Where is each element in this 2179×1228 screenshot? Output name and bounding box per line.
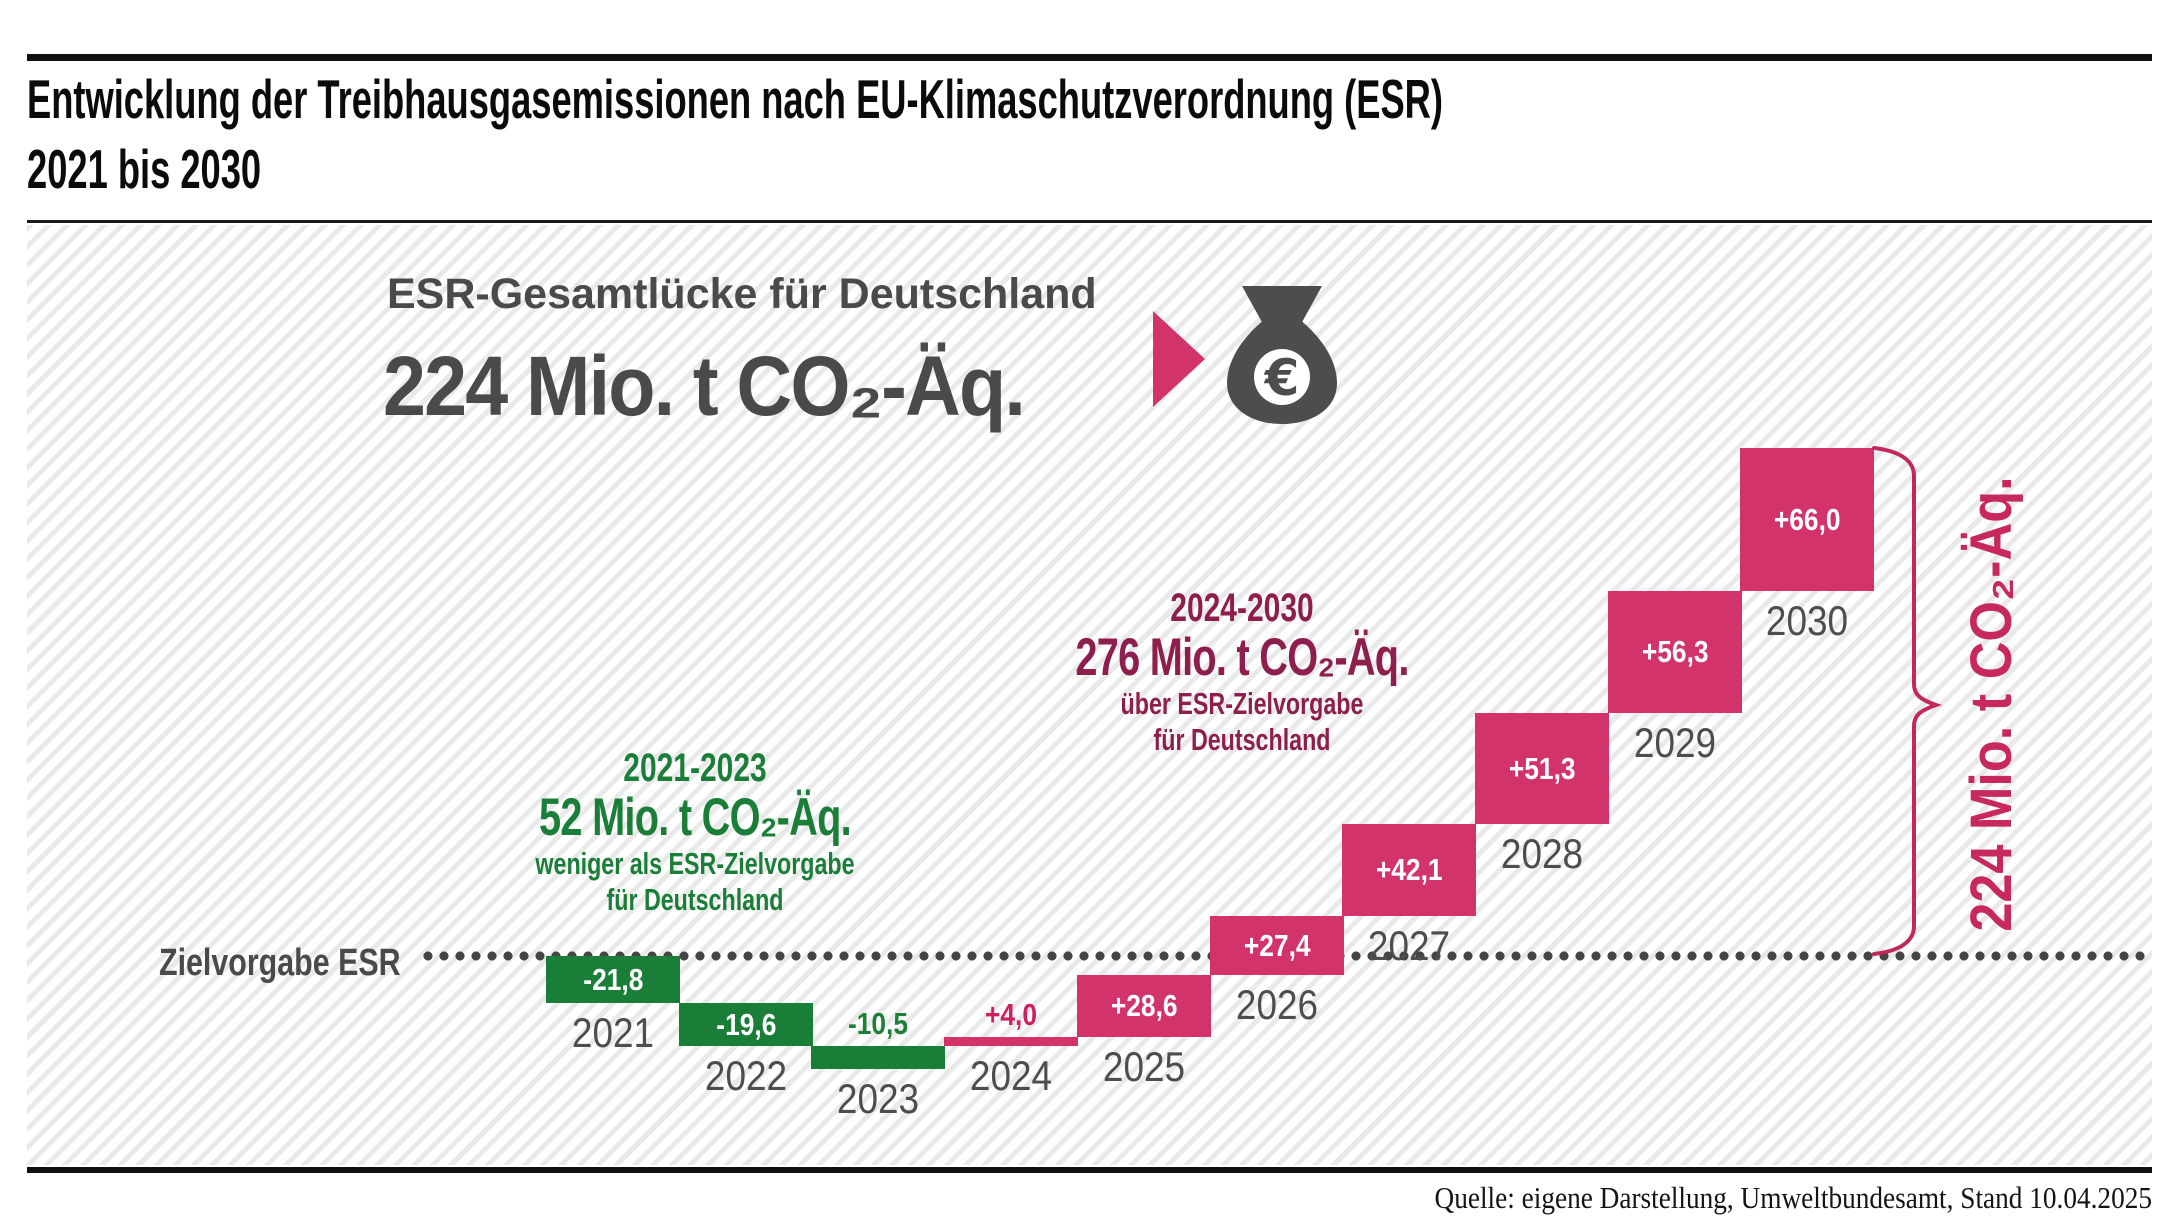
annotation-magenta-amount: 276 Mio. t CO₂-Äq. xyxy=(1075,628,1409,687)
page-title-line2: 2021 bis 2030 xyxy=(27,138,262,200)
total-brace xyxy=(1872,446,1943,956)
target-line-label: Zielvorgabe ESR xyxy=(159,942,401,984)
annotation-green-note1: weniger als ESR-Zielvorgabe xyxy=(535,846,855,881)
bar-2028: +51,3 xyxy=(1475,713,1609,824)
annotation-magenta-note2: für Deutschland xyxy=(1153,722,1331,757)
bar-value-label: +42,1 xyxy=(1375,852,1443,887)
bar-year-label: 2029 xyxy=(1633,719,1717,766)
page-title-line1: Entwicklung der Treibhausgasemissionen n… xyxy=(27,68,1443,130)
bar-2029: +56,3 xyxy=(1608,591,1742,713)
bar-year-label: 2025 xyxy=(1102,1043,1186,1090)
annotation-magenta-range: 2024-2030 xyxy=(1170,586,1314,630)
bottom-rule xyxy=(27,1167,2152,1173)
bar-year-label: 2021 xyxy=(571,1009,655,1056)
bar-2030: +66,0 xyxy=(1740,448,1874,591)
source-credit: Quelle: eigene Darstellung, Umweltbundes… xyxy=(1434,1180,2152,1215)
bar-2024 xyxy=(944,1037,1078,1046)
total-vertical-label: 224 Mio. t CO₂-Äq. xyxy=(1959,476,2024,932)
bar-value-label: +27,4 xyxy=(1243,927,1311,963)
bar-value-label: -21,8 xyxy=(582,961,644,997)
bar-year-label: 2023 xyxy=(836,1075,920,1122)
bar-year-label: 2027 xyxy=(1367,922,1451,969)
bar-value-label: -19,6 xyxy=(715,1006,777,1042)
bar-2021: -21,8 xyxy=(546,956,680,1003)
annotation-green-amount: 52 Mio. t CO₂-Äq. xyxy=(539,788,852,847)
bar-year-label: 2028 xyxy=(1500,830,1584,877)
bar-value-label: -10,5 xyxy=(847,1006,909,1041)
title-rule xyxy=(27,220,2152,223)
gap-headline: ESR-Gesamtlücke für Deutschland xyxy=(387,270,1097,318)
euro-icon: € xyxy=(1264,349,1300,407)
bar-value-label: +28,6 xyxy=(1110,988,1178,1023)
bar-year-label: 2022 xyxy=(704,1052,788,1099)
bar-value-label: +51,3 xyxy=(1508,750,1576,786)
bar-value-label: +66,0 xyxy=(1773,501,1841,537)
bar-year-label: 2030 xyxy=(1765,597,1849,644)
bar-year-label: 2024 xyxy=(969,1052,1053,1099)
annotation-magenta: 2024-2030 276 Mio. t CO₂-Äq. über ESR-Zi… xyxy=(1055,586,1430,758)
bar-2026: +27,4 xyxy=(1210,916,1344,975)
top-rule xyxy=(27,54,2152,61)
annotation-green: 2021-2023 52 Mio. t CO₂-Äq. weniger als … xyxy=(508,746,883,918)
bar-value-label: +56,3 xyxy=(1641,634,1709,669)
arrow-right-icon xyxy=(1153,311,1205,407)
annotation-green-note2: für Deutschland xyxy=(606,882,784,917)
annotation-magenta-note1: über ESR-Zielvorgabe xyxy=(1120,686,1364,721)
gap-value: 224 Mio. t CO₂-Äq. xyxy=(383,339,1026,433)
annotation-green-range: 2021-2023 xyxy=(623,746,767,790)
euro-circle xyxy=(1254,349,1310,405)
bar-year-label: 2026 xyxy=(1235,981,1319,1028)
bar-2027: +42,1 xyxy=(1342,824,1476,916)
bar-2023 xyxy=(811,1046,945,1069)
bar-2025: +28,6 xyxy=(1077,975,1211,1037)
page-title: Entwicklung der Treibhausgasemissionen n… xyxy=(27,64,1443,204)
money-bag-icon: € xyxy=(1227,286,1337,424)
bar-value-label: +4,0 xyxy=(984,997,1038,1032)
bar-2022: -19,6 xyxy=(679,1003,813,1046)
